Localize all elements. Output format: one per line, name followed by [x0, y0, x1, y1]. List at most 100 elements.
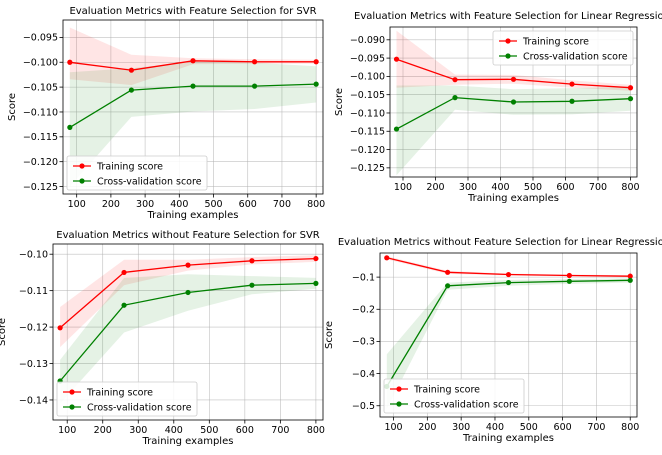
- y-tick-label: −0.110: [350, 108, 385, 119]
- x-tick-label: 500: [524, 182, 542, 193]
- y-tick-label: −0.125: [350, 163, 385, 174]
- x-tick-label: 600: [554, 422, 572, 433]
- y-tick-label: −0.100: [23, 58, 58, 69]
- x-tick-label: 100: [68, 199, 86, 210]
- x-tick-label: 100: [384, 422, 402, 433]
- legend-training-label: Training score: [522, 37, 589, 48]
- chart-title: Evaluation Metrics with Feature Selectio…: [69, 6, 316, 17]
- legend-cross-validation-marker: [79, 178, 85, 184]
- legend: Training score Cross-validation score: [492, 30, 634, 66]
- legend-training-label: Training score: [96, 162, 163, 173]
- axes-frame: [62, 19, 324, 195]
- x-axis-label: Training examples: [147, 210, 239, 221]
- chart-title: Evaluation Metrics with Feature Selectio…: [354, 11, 662, 22]
- axes-frame: [52, 243, 324, 421]
- y-axis-label: Score: [7, 93, 18, 121]
- cross-validation-score-point: [67, 124, 73, 130]
- training-score-point: [393, 56, 400, 62]
- y-tick-label: −0.110: [23, 107, 58, 118]
- y-tick-label: −0.13: [19, 359, 48, 370]
- cross-validation-score-point: [505, 279, 512, 286]
- x-tick-label: 300: [459, 182, 477, 193]
- y-tick-label: −0.14: [19, 395, 48, 406]
- training-score-point: [128, 67, 135, 73]
- axes-frame: [389, 26, 638, 178]
- y-tick-label: −0.120: [350, 145, 385, 156]
- cross-validation-score-point: [452, 95, 458, 101]
- x-tick-label: 800: [621, 182, 639, 193]
- cross-validation-score-band: [69, 61, 317, 187]
- y-axis-label: Score: [0, 318, 8, 346]
- cross-validation-score-point: [393, 126, 400, 132]
- cross-validation-score-point: [128, 87, 135, 93]
- chart-linear-regression-without-feature-selection: 100 200 300 400 500 600 700 800 −0.1 −0.2 −0.3 −0.4…: [324, 237, 662, 444]
- x-tick-label: 600: [236, 425, 254, 436]
- y-tick-label: −0.2: [352, 305, 375, 316]
- legend-cross-validation-label: Cross-validation score: [414, 400, 519, 411]
- x-axis-label: Training examples: [462, 433, 554, 444]
- y-tick-label: −0.095: [23, 33, 58, 44]
- y-tick-label: −0.5: [352, 401, 375, 412]
- legend: Training score Cross-validation score: [383, 378, 525, 414]
- x-tick-label: 200: [94, 425, 112, 436]
- x-tick-label: 700: [273, 199, 291, 210]
- chart-svr-without-feature-selection: 100 200 300 400 500 600 700 800 −0.10 −0.11 −0.12 −…: [0, 230, 325, 447]
- x-tick-label: 700: [589, 182, 607, 193]
- y-tick-label: −0.4: [352, 369, 375, 380]
- y-axis-label: Score: [324, 321, 335, 349]
- training-score-point: [249, 258, 255, 264]
- chart-linear-regression-with-feature-selection: 100 200 300 400 500 600 700 800 −0.090 −0.095 −0.1…: [334, 11, 662, 204]
- cross-validation-score-point: [627, 96, 634, 102]
- legend-cross-validation-marker: [69, 404, 75, 410]
- y-tick-label: −0.115: [23, 132, 58, 143]
- legend-cross-validation-marker: [505, 53, 511, 59]
- x-tick-label: 400: [170, 199, 188, 210]
- cross-validation-score-point: [249, 282, 255, 288]
- x-tick-label: 200: [418, 422, 436, 433]
- legend-cross-validation-label: Cross-validation score: [523, 52, 628, 63]
- training-score-point: [569, 81, 575, 87]
- x-tick-label: 400: [486, 422, 504, 433]
- cross-validation-score-point: [190, 83, 196, 89]
- x-tick-label: 800: [621, 422, 639, 433]
- training-score-point: [190, 58, 196, 64]
- training-score-point: [251, 59, 258, 65]
- legend-box: [492, 30, 634, 66]
- y-axis-label: Score: [334, 88, 345, 116]
- x-tick-label: 200: [102, 199, 120, 210]
- training-score-point: [384, 255, 390, 261]
- x-axis-label: Training examples: [467, 193, 559, 204]
- x-tick-label: 500: [200, 425, 218, 436]
- cross-validation-score-point: [185, 289, 191, 296]
- training-score-band: [60, 255, 316, 348]
- y-tick-label: −0.105: [23, 82, 58, 93]
- chart-title: Evaluation Metrics without Feature Selec…: [56, 230, 320, 241]
- x-axis-label: Training examples: [142, 436, 234, 447]
- training-score-point: [505, 271, 512, 278]
- x-tick-label: 600: [239, 199, 257, 210]
- cross-validation-score-point: [445, 283, 451, 289]
- training-score-point: [627, 273, 633, 279]
- training-score-point: [627, 85, 634, 91]
- legend-training-label: Training score: [86, 388, 153, 399]
- y-tick-label: −0.125: [23, 182, 58, 193]
- x-tick-label: 200: [426, 182, 444, 193]
- training-score-point: [313, 59, 319, 65]
- training-score-point: [313, 255, 319, 262]
- cross-validation-score-point: [251, 83, 258, 89]
- x-tick-label: 700: [271, 425, 289, 436]
- training-score-point: [57, 325, 63, 331]
- cross-validation-score-point: [569, 98, 575, 104]
- x-tick-label: 700: [587, 422, 605, 433]
- training-score-point: [452, 77, 458, 83]
- y-tick-label: −0.090: [350, 35, 385, 46]
- cross-validation-score-point: [313, 280, 319, 286]
- x-tick-label: 500: [204, 199, 222, 210]
- legend: Training score Cross-validation score: [66, 155, 208, 191]
- training-score-point: [67, 59, 73, 65]
- axes-frame: [379, 252, 638, 418]
- legend-training-label: Training score: [413, 385, 480, 396]
- training-score-point: [121, 269, 127, 276]
- training-score-point: [566, 272, 572, 279]
- x-tick-label: 400: [491, 182, 509, 193]
